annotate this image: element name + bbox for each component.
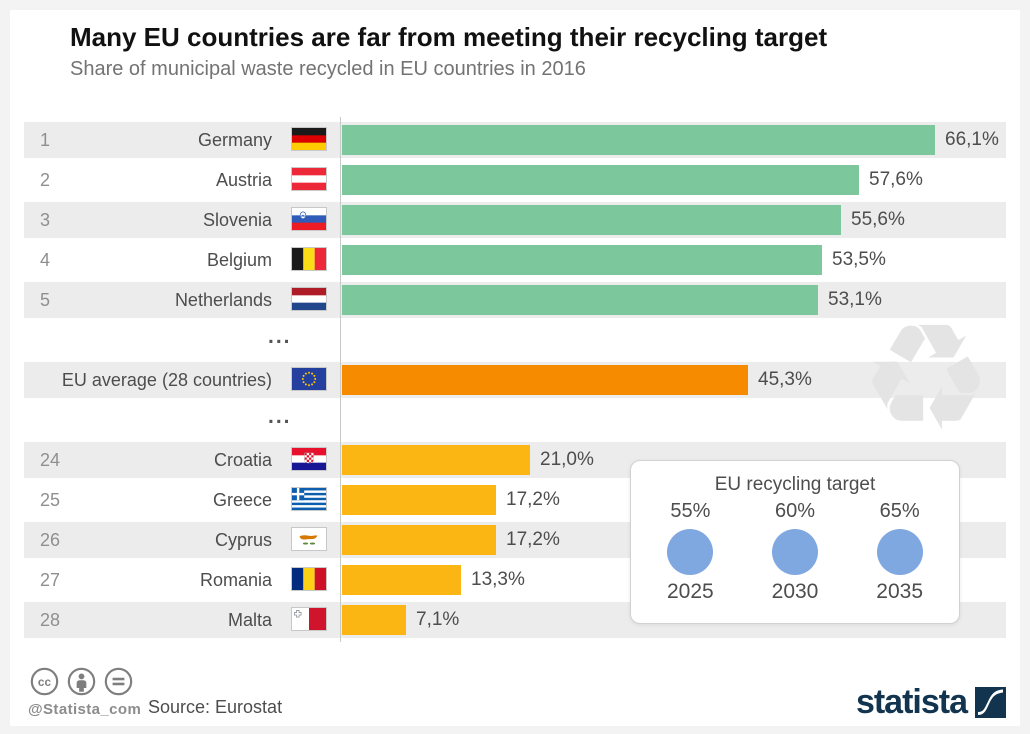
value-bar [342, 525, 496, 555]
svg-text:cc: cc [38, 675, 52, 689]
chart-row-belgium: 4 Belgium 53,5% [24, 240, 1006, 280]
country-label: Netherlands [174, 290, 272, 310]
target-percent: 65% [879, 500, 920, 522]
value-label: 13,3% [471, 569, 525, 590]
country-label: EU average (28 countries) [61, 370, 272, 390]
target-item-2030: 60% 2030 [772, 500, 819, 604]
chart-row-romania: 27 Romania 13,3% [24, 560, 1006, 600]
rank-label: 25 [40, 490, 61, 510]
target-circle-icon [772, 529, 818, 575]
rank-label: 4 [40, 250, 51, 270]
value-bar [342, 165, 859, 195]
value-label: 45,3% [758, 369, 812, 390]
target-percent: 60% [774, 500, 816, 522]
target-box-title: EU recycling target [714, 474, 876, 495]
chart-row-greece: 25 Greece 17,2% [24, 480, 1006, 520]
value-label: 17,2% [506, 529, 560, 550]
rank-label: 24 [40, 450, 61, 470]
rank-label: 26 [40, 530, 61, 550]
country-label: Cyprus [214, 530, 272, 550]
page-title: Many EU countries are far from meeting t… [70, 22, 828, 52]
flag-nl-icon [291, 287, 327, 311]
chart-row-eu-average-28-countries-: EU average (28 countries) 45,3% [24, 360, 1006, 400]
source-label: Source: Eurostat [148, 697, 283, 717]
country-label: Romania [199, 570, 272, 590]
flag-mt-icon [291, 607, 327, 631]
statista-logo-text: statista [855, 683, 968, 721]
flag-be-icon [291, 247, 327, 271]
target-circle-icon [876, 529, 923, 575]
attribution-icon [67, 667, 96, 696]
value-label: 53,1% [828, 289, 882, 310]
rank-label: 5 [40, 290, 51, 310]
chart-row-austria: 2 Austria 57,6% [24, 160, 1006, 200]
flag-cy-icon [291, 527, 327, 551]
rank-label: 28 [40, 610, 61, 630]
value-label: 7,1% [416, 609, 460, 630]
flag-de-icon [291, 127, 327, 151]
chart-row-germany: 1 Germany 66,1% [24, 120, 1006, 160]
target-year: 2030 [771, 580, 819, 603]
chart-row-slovenia: 3 Slovenia 55,6% [24, 200, 1006, 240]
flag-hr-icon [291, 447, 327, 471]
rank-label: 1 [40, 130, 51, 150]
value-label: 53,5% [832, 249, 886, 270]
value-bar [342, 365, 748, 395]
rank-label: 3 [40, 210, 51, 230]
rank-label: 27 [40, 570, 61, 590]
ellipsis-label: ... [268, 405, 292, 428]
value-bar [342, 485, 496, 515]
rows-ellipsis: ... [24, 320, 1006, 360]
flag-si-icon [291, 207, 327, 231]
flag-ro-icon [291, 567, 327, 591]
target-year: 2035 [876, 580, 923, 603]
value-label: 57,6% [869, 169, 923, 190]
chart-row-netherlands: 5 Netherlands 53,1% [24, 280, 1006, 320]
value-bar [342, 205, 841, 235]
value-bar [342, 605, 406, 635]
value-bar [342, 565, 461, 595]
value-label: 66,1% [945, 129, 999, 150]
axis-baseline [340, 117, 341, 642]
statista-logo: statista [856, 683, 1006, 722]
cc-icon: cc [30, 667, 59, 696]
target-circle-icon [667, 529, 714, 575]
target-item-2035: 65% 2035 [876, 500, 923, 604]
flag-gr-icon [291, 487, 327, 511]
value-bar [342, 285, 818, 315]
statista-logo-mark-icon [975, 687, 1006, 718]
value-label: 17,2% [506, 489, 560, 510]
country-label: Belgium [206, 250, 272, 270]
value-label: 21,0% [540, 449, 594, 470]
rank-label: 2 [40, 170, 51, 190]
country-label: Malta [227, 610, 272, 630]
value-bar [342, 245, 822, 275]
target-year: 2025 [667, 580, 714, 603]
flag-at-icon [291, 167, 327, 191]
country-label: Austria [215, 170, 272, 190]
target-percent: 55% [670, 500, 711, 522]
country-label: Slovenia [202, 210, 272, 230]
value-bar [342, 445, 530, 475]
nd-icon [104, 667, 133, 696]
ellipsis-label: ... [268, 325, 292, 348]
country-label: Croatia [213, 450, 272, 470]
recycling-symbol-icon: ♻ [859, 292, 993, 464]
page-subtitle: Share of municipal waste recycled in EU … [70, 58, 586, 80]
country-label: Greece [212, 490, 272, 510]
country-label: Germany [197, 130, 272, 150]
statista-handle: @Statista_com [28, 701, 142, 718]
target-item-2025: 55% 2025 [667, 500, 714, 604]
flag-eu-icon [291, 367, 327, 391]
rows-ellipsis: ... [24, 400, 1006, 440]
target-columns: 55% 2025 60% 2030 65% 2035 [631, 500, 959, 604]
license-icons: cc [30, 667, 133, 696]
value-label: 55,6% [851, 209, 905, 230]
value-bar [342, 125, 935, 155]
eu-recycling-target-box: EU recycling target 55% 2025 60% 2030 65% 203… [630, 460, 960, 624]
chart-rows: 1 Germany 66,1% 2 Austria 57,6% 3 Slovenia 55,6%… [24, 120, 1006, 640]
